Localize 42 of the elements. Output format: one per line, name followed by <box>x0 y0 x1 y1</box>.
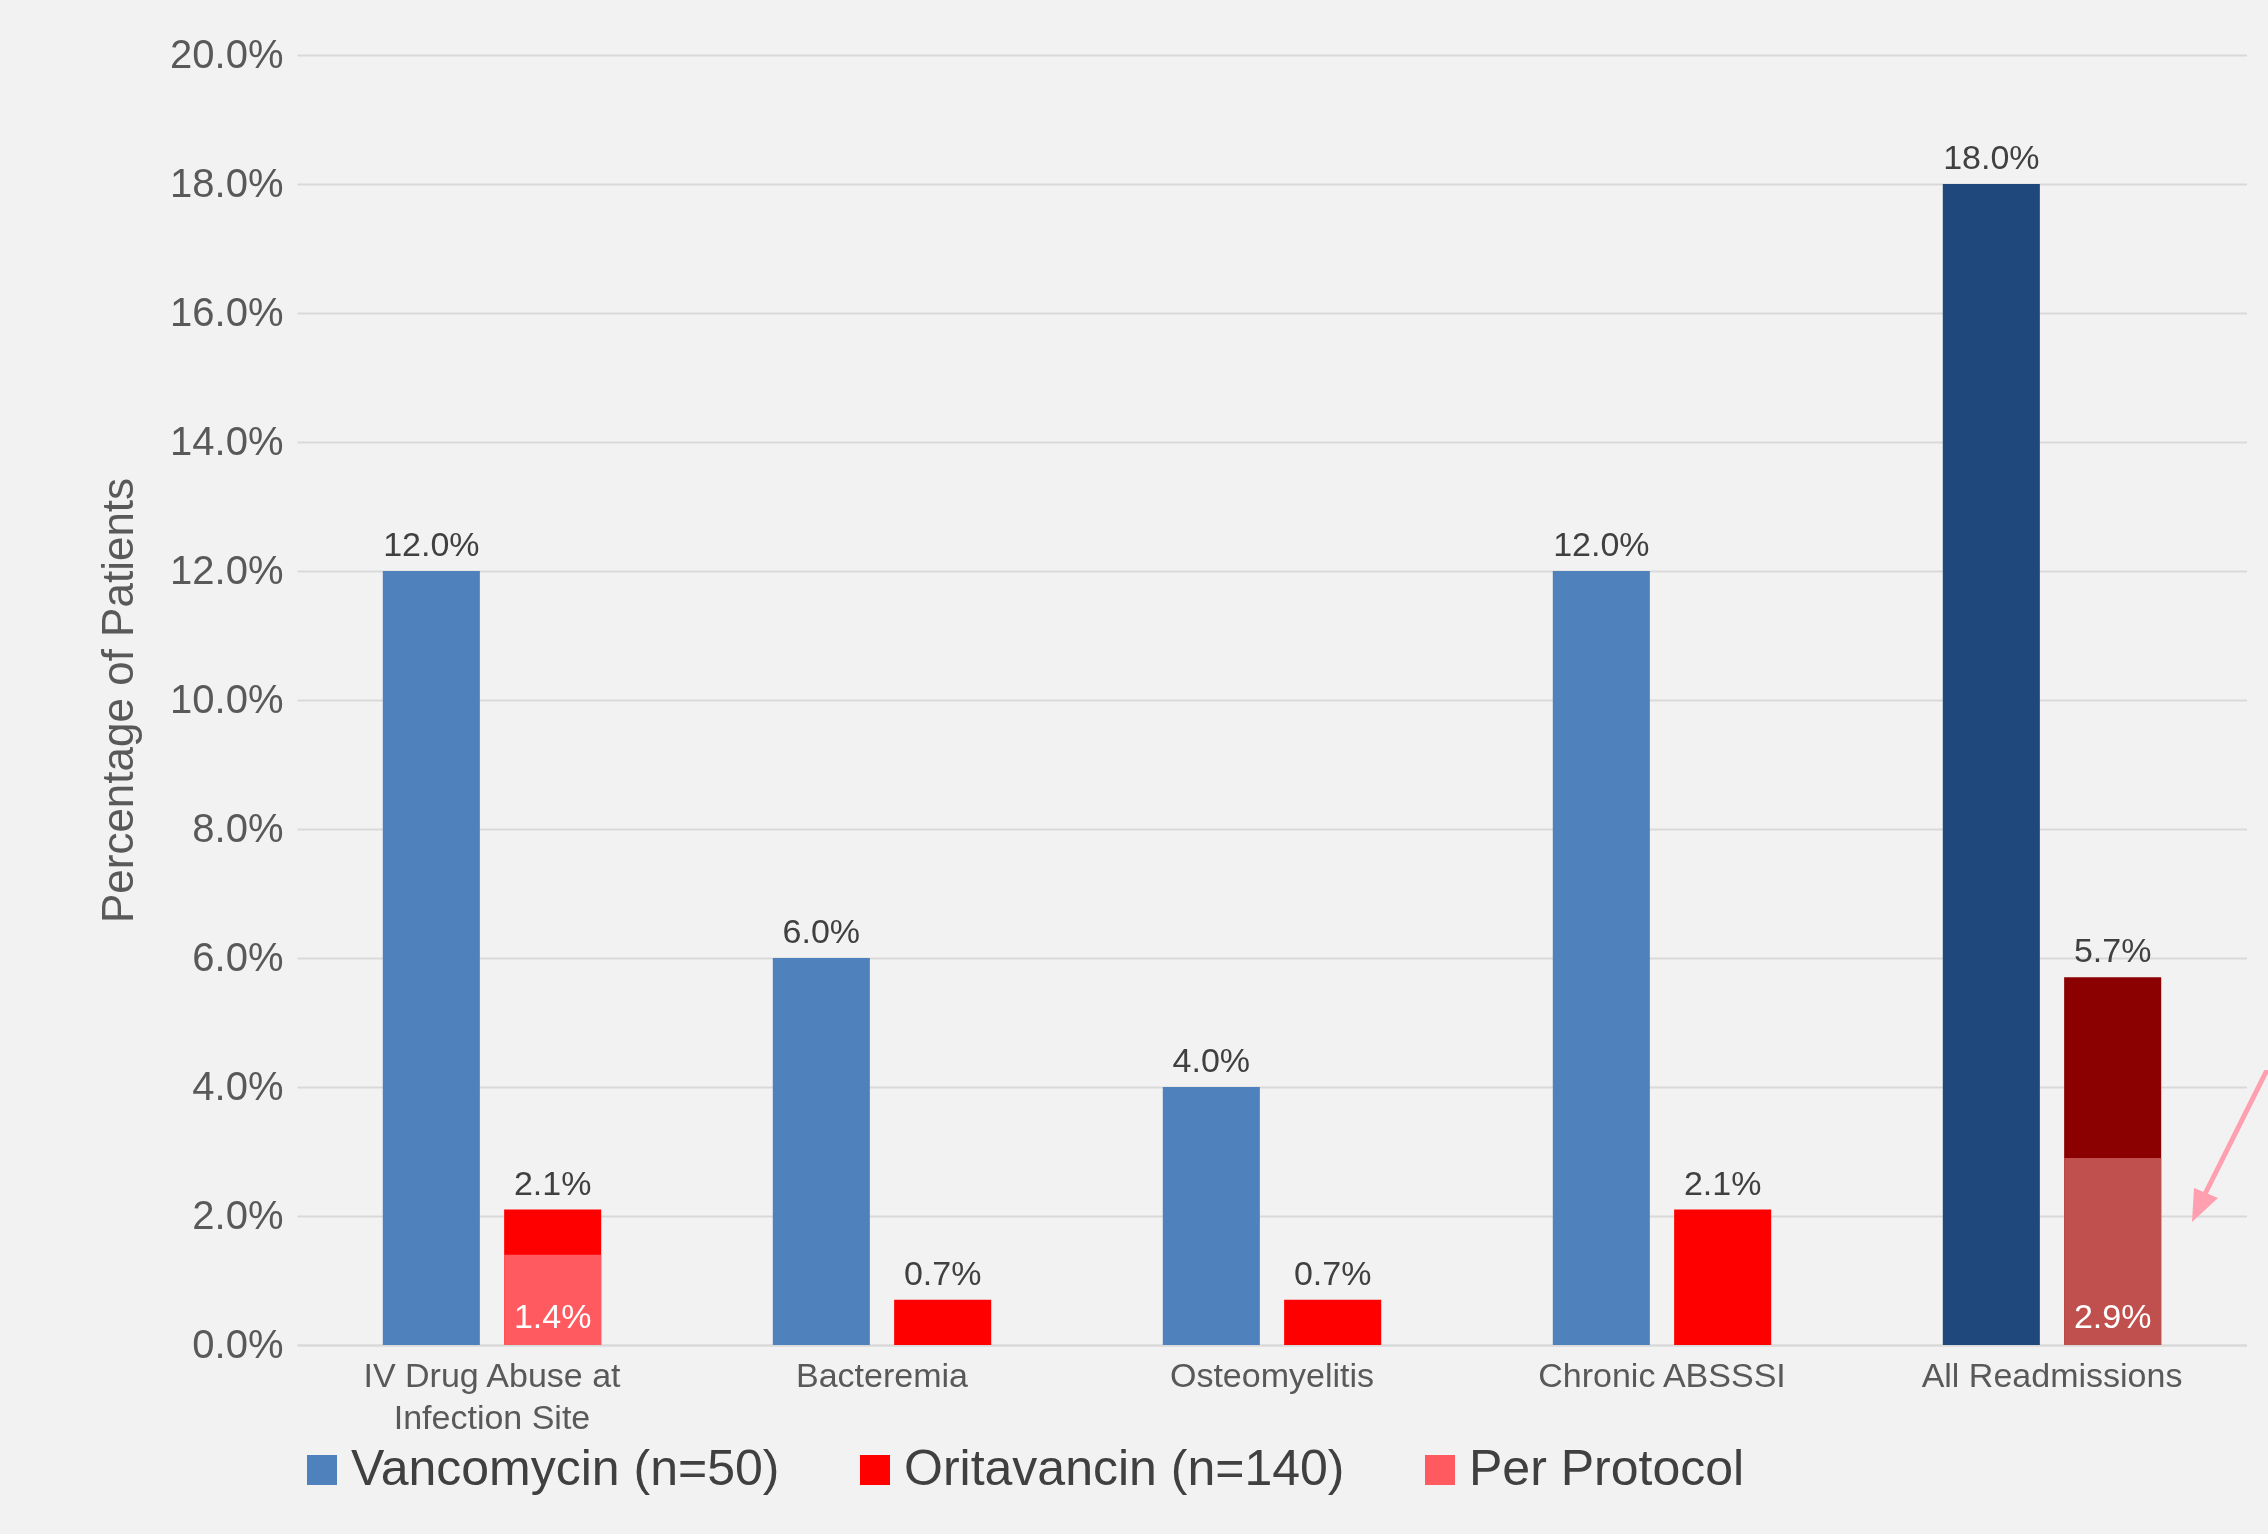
x-tick-label: IV Drug Abuse at Infection Site <box>363 1355 622 1436</box>
data-label: 2.9% <box>2073 1297 2152 1335</box>
x-tick-label: Osteomyelitis <box>1169 1355 1375 1394</box>
y-tick-label: 6.0% <box>192 934 284 979</box>
data-label: 6.0% <box>782 912 861 950</box>
bar <box>1674 1209 1772 1345</box>
y-tick-label: 2.0% <box>192 1192 284 1237</box>
y-tick-label: 0.0% <box>192 1321 284 1366</box>
y-tick-label: 20.0% <box>170 31 284 76</box>
bar <box>1284 1299 1382 1345</box>
data-label: 0.7% <box>1293 1253 1372 1292</box>
y-tick-label: 4.0% <box>192 1063 284 1108</box>
bar <box>2064 1157 2162 1345</box>
bar <box>382 571 480 1345</box>
legend-label: Vancomycin (n=50) <box>351 1440 780 1496</box>
data-label: 18.0% <box>1943 138 2040 176</box>
y-axis-title: Percentage of Patients <box>93 477 143 924</box>
data-label: 0.7% <box>903 1253 982 1292</box>
y-tick-label: 10.0% <box>170 676 284 721</box>
data-label: 1.4% <box>513 1297 592 1335</box>
x-tick-label: Bacteremia <box>796 1355 969 1394</box>
y-tick-label: 16.0% <box>170 289 284 334</box>
data-label: 12.0% <box>383 525 480 563</box>
data-label: 4.0% <box>1172 1041 1251 1079</box>
bar <box>894 1299 992 1345</box>
y-tick-label: 8.0% <box>192 805 284 850</box>
x-tick-label: All Readmissions <box>1921 1355 2183 1394</box>
data-label: 2.1% <box>513 1163 592 1202</box>
x-tick-label: Chronic ABSSSI <box>1538 1355 1786 1394</box>
data-label: 5.7% <box>2073 931 2152 970</box>
bar <box>1552 571 1650 1345</box>
y-tick-label: 12.0% <box>170 547 284 592</box>
y-tick-label: 18.0% <box>170 160 284 205</box>
data-label: 12.0% <box>1553 525 1650 563</box>
bar <box>1162 1087 1260 1345</box>
bar <box>772 958 870 1345</box>
legend-label: Oritavancin (n=140) <box>904 1440 1345 1496</box>
y-tick-label: 14.0% <box>170 418 284 463</box>
data-label: 2.1% <box>1683 1163 1762 1202</box>
bar <box>1942 184 2040 1345</box>
legend-label: Per Protocol <box>1469 1440 1745 1496</box>
bar <box>504 1254 602 1345</box>
